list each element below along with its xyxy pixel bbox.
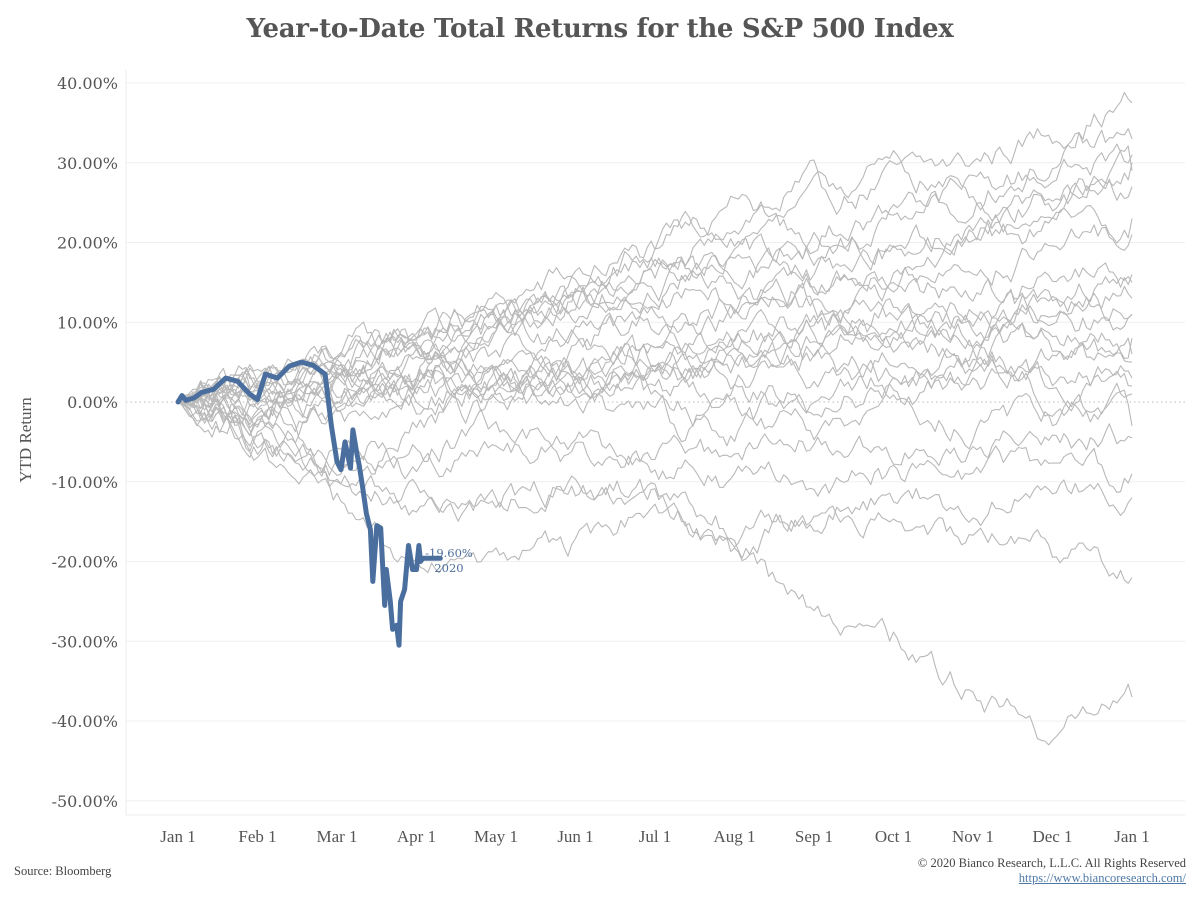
historical-line-hist-1 [177,91,1133,408]
annotation-value: -19.60% [425,546,473,560]
historical-line-hist-5 [177,175,1133,403]
y-tick-label: -50.00% [52,792,118,811]
historical-line-hist-15 [177,357,1133,418]
x-tick-label: Nov 1 [952,827,994,846]
y-tick-label: 0.00% [67,393,118,412]
historical-line-hist-14 [177,339,1133,433]
copyright-block: © 2020 Bianco Research, L.L.C. All Right… [918,856,1186,886]
historical-line-hist-6 [177,205,1133,404]
x-tick-label: Feb 1 [238,827,276,846]
x-tick-label: Dec 1 [1032,827,1072,846]
historical-line-hist-24 [177,162,1133,403]
y-tick-label: -10.00% [52,473,118,492]
historical-line-hist-23 [177,256,1133,404]
historical-line-hist-16 [177,368,1133,444]
x-tick-label: Sep 1 [795,827,833,846]
y-tick-labels: 40.00% 30.00% 20.00% 10.00% 0.00% -10.00% -20.… [52,74,118,811]
chart-title: Year-to-Date Total Returns for the S&P 5… [246,14,954,44]
historical-series [177,91,1133,746]
website-link[interactable]: https://www.biancoresearch.com/ [1018,871,1186,885]
y-tick-label: 40.00% [57,74,118,93]
y-tick-label: -20.00% [52,553,118,572]
highlight-series [175,359,443,648]
historical-line-hist-11 [177,288,1133,410]
x-tick-label: Jan 1 [1114,827,1149,846]
annotation-label: 2020 [434,561,463,575]
x-tick-label: Oct 1 [875,827,912,846]
x-tick-label: Jul 1 [639,827,672,846]
y-tick-label: -30.00% [52,632,118,651]
y-tick-label: 10.00% [57,313,118,332]
x-tick-label: Jun 1 [557,827,593,846]
x-tick-label: May 1 [474,827,518,846]
historical-line-hist-21 [177,401,1133,584]
grid-lines [126,82,1185,802]
historical-line-hist-19 [177,390,1133,497]
historical-line-hist-25 [177,339,1133,428]
y-tick-label: 20.00% [57,234,118,253]
y-tick-label: 30.00% [57,154,118,173]
x-tick-label: Apr 1 [397,827,436,846]
x-tick-label: Mar 1 [316,827,357,846]
y-tick-label: -40.00% [52,712,118,731]
x-tick-label: Jan 1 [160,827,195,846]
historical-line-hist-13 [177,323,1133,403]
x-tick-label: Aug 1 [713,827,755,846]
historical-line-hist-4 [177,145,1133,425]
copyright-text: © 2020 Bianco Research, L.L.C. All Right… [917,856,1186,870]
historical-line-hist-22 [177,401,1133,746]
series-2020-line [175,359,443,648]
historical-line-hist-8 [177,262,1133,410]
x-tick-labels: Jan 1 Feb 1 Mar 1 Apr 1 May 1 Jun 1 Jul 1 Aug 1… [160,827,1149,846]
y-axis-label: YTD Return [16,397,35,483]
historical-line-hist-20 [177,401,1133,548]
source-note: Source: Bloomberg [14,864,112,878]
